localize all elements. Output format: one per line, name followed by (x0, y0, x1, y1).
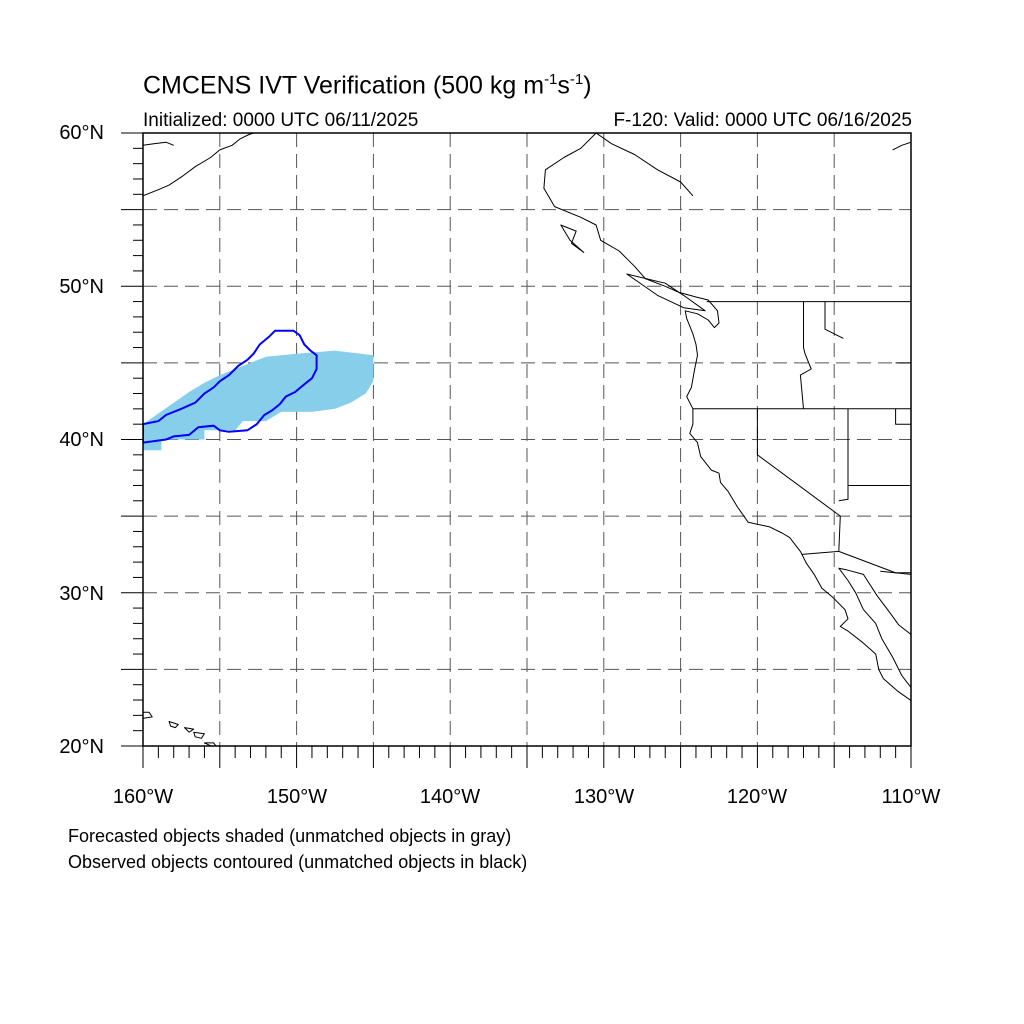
axis-ticks (121, 132, 912, 768)
forecast-object-shaded (143, 350, 374, 451)
coastline-alaska (143, 133, 254, 197)
island-outline (560, 224, 585, 253)
lat-label-60: 60°N (59, 122, 104, 144)
lon-label-110w: 110°W (881, 786, 941, 808)
map-frame (142, 132, 912, 747)
geography-lines (143, 133, 911, 746)
lon-label-130w: 130°W (573, 786, 635, 808)
island-outline (626, 273, 706, 312)
political-border (799, 301, 812, 409)
forecast-objects (143, 350, 374, 451)
lat-label-30: 30°N (59, 583, 104, 605)
lat-label-50: 50°N (59, 276, 104, 298)
hawaii-island (143, 711, 153, 719)
lon-label-140w: 140°W (419, 786, 481, 808)
hawaii-island (184, 727, 195, 733)
political-border (801, 550, 839, 555)
observed-objects (143, 329, 318, 444)
lon-label-150w: 150°W (266, 786, 328, 808)
lon-label-120w: 120°W (726, 786, 788, 808)
coastline-north-america (543, 133, 911, 702)
init-time: Initialized: 0000 UTC 06/11/2025 (143, 110, 419, 131)
political-border (838, 408, 849, 502)
lon-label-160w: 160°W (112, 786, 174, 808)
political-border (756, 408, 911, 574)
lat-label-20: 20°N (59, 736, 104, 758)
political-border (880, 570, 911, 575)
valid-time: F-120: Valid: 0000 UTC 06/16/2025 (613, 110, 912, 131)
political-border (824, 301, 844, 339)
observed-object-contour (143, 329, 318, 444)
hawaii-island (168, 721, 179, 729)
grid-lines (143, 133, 911, 746)
coastline-alaska-north (143, 141, 174, 146)
hawaii-island (203, 742, 217, 746)
coastline-bc-inner (595, 133, 694, 197)
legend-note-forecast: Forecasted objects shaded (unmatched obj… (68, 826, 512, 846)
coastline-northeast (892, 141, 911, 151)
hawaii-island (193, 731, 205, 739)
political-border (895, 408, 911, 425)
lat-label-40: 40°N (59, 429, 104, 451)
map-title: CMCENS IVT Verification (500 kg m-1s-1) (143, 71, 592, 100)
legend-note-observed: Observed objects contoured (unmatched ob… (68, 852, 528, 872)
